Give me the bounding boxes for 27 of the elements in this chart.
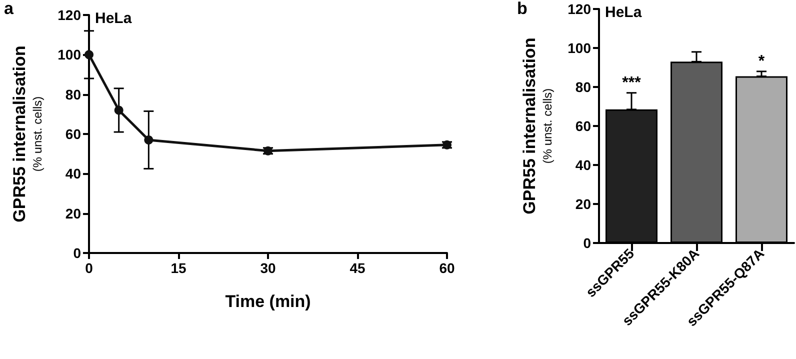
y-tick-label: 0 xyxy=(583,235,592,251)
x-tick-label: 45 xyxy=(350,260,366,276)
text: b xyxy=(517,0,528,18)
y-tick-label: 100 xyxy=(58,46,82,63)
y-axis-title: GPR55 internalisation (% unst. cells) xyxy=(10,46,45,222)
y-tick-label: 60 xyxy=(65,126,82,142)
annotation: HeLa xyxy=(95,10,132,27)
annotation: * xyxy=(758,52,766,70)
annotation: HeLa xyxy=(605,4,642,21)
y-tick-label: 80 xyxy=(65,86,82,102)
text: a xyxy=(4,0,14,18)
y-tick-label: 20 xyxy=(65,205,82,222)
x-tick-label: 0 xyxy=(85,260,94,276)
y-tick-label: 100 xyxy=(568,40,592,56)
y-tick-label: 20 xyxy=(575,196,592,212)
y-tick-label: 40 xyxy=(575,157,592,173)
annotation: *** xyxy=(622,74,642,92)
x-tick-label: 15 xyxy=(170,260,186,276)
x-tick-label: 30 xyxy=(260,260,276,276)
x-axis-title: Time (min) xyxy=(225,292,311,311)
y-axis-title: GPR55 internalisation (% unst. cells) xyxy=(520,38,555,214)
x-tick-label: 60 xyxy=(439,260,455,276)
y-tick-label: 40 xyxy=(65,166,82,182)
y-tick-label: 120 xyxy=(58,7,82,23)
y-tick-label: 80 xyxy=(575,79,592,95)
y-tick-label: 60 xyxy=(575,118,592,134)
y-tick-label: 120 xyxy=(568,1,592,17)
